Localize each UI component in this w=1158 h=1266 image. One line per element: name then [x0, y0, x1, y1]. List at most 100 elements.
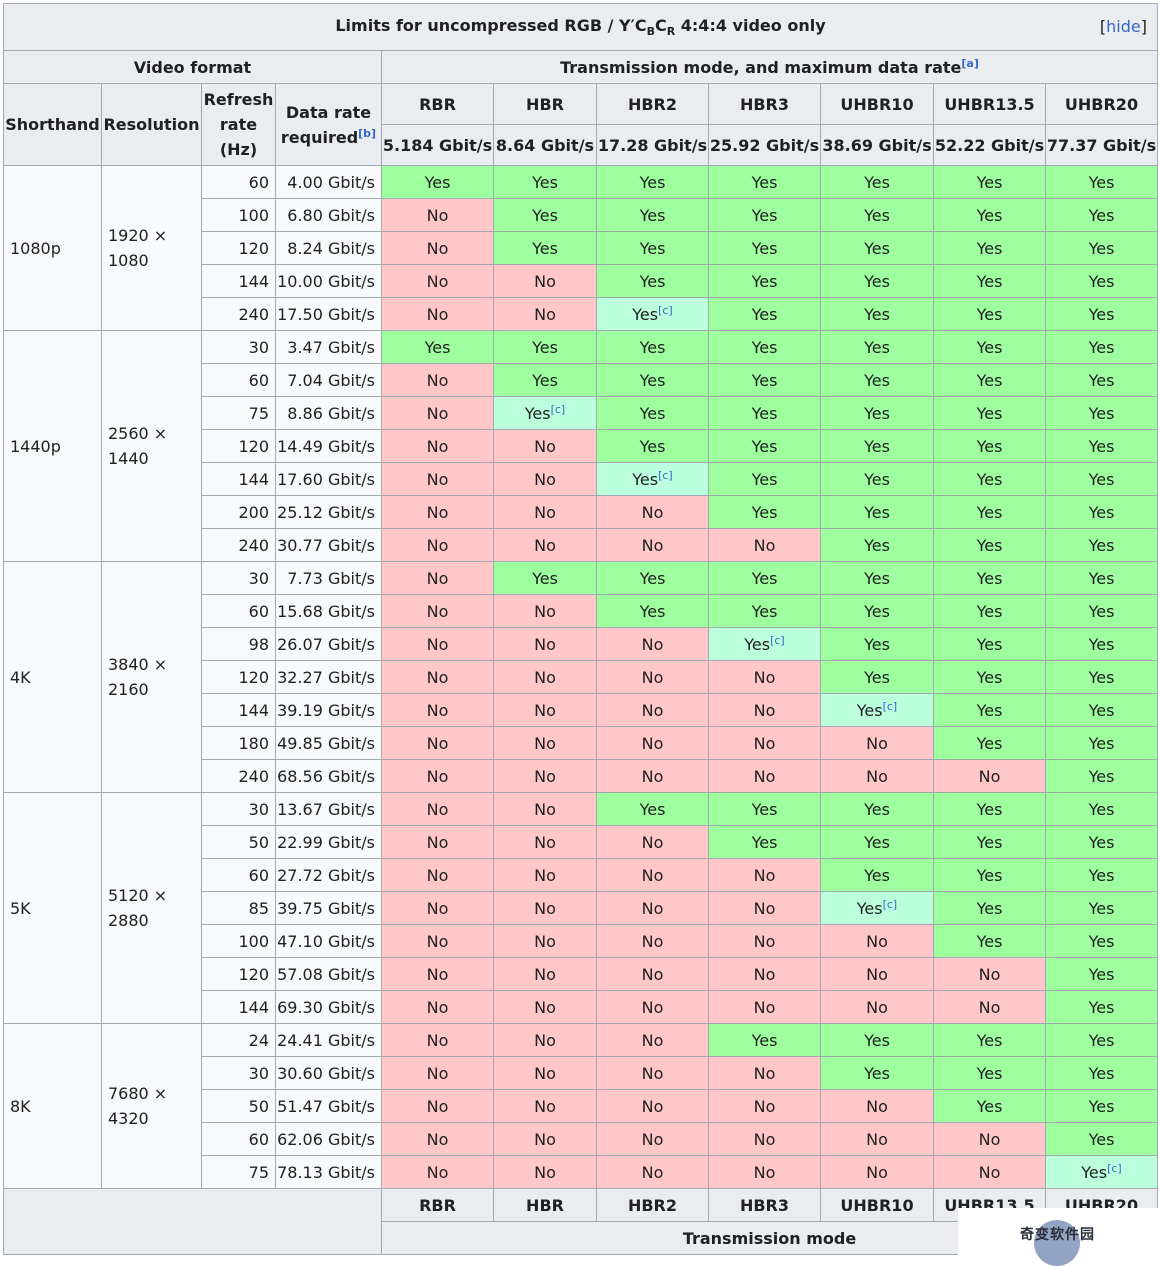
- support-cell-no: No: [381, 693, 494, 727]
- support-cell-yes: Yes: [596, 198, 709, 232]
- refresh-rate-cell: 144: [201, 990, 276, 1024]
- support-cell-yes: Yes: [596, 429, 709, 463]
- support-cell-no: No: [493, 495, 597, 529]
- data-rate-cell: 17.60 Gbit/s: [275, 462, 382, 496]
- support-cell-yes: Yes: [493, 330, 597, 364]
- support-cell-yes: Yes: [820, 1056, 934, 1090]
- footer-mode-name: HBR2: [596, 1188, 709, 1222]
- note-c-link[interactable]: [c]: [882, 699, 898, 713]
- support-cell-yes: Yes: [820, 561, 934, 595]
- resolution-header: Resolution: [101, 83, 202, 166]
- support-cell-no: No: [381, 726, 494, 760]
- resolution-cell: 5120 × 2880: [101, 792, 202, 1024]
- support-cell-no: No: [381, 1155, 494, 1189]
- table-row: 120 8.24 Gbit/s No Yes Yes Yes Yes Yes Yes: [4, 231, 1158, 265]
- data-rate-cell: 10.00 Gbit/s: [275, 264, 382, 298]
- support-cell-yes: Yes: [708, 363, 821, 397]
- support-cell-no: No: [596, 858, 709, 892]
- support-cell-yes-note: Yes[c]: [493, 396, 597, 430]
- support-cell-yes: Yes: [1045, 891, 1158, 925]
- support-cell-yes: Yes: [1045, 231, 1158, 265]
- support-cell-yes: Yes: [933, 528, 1046, 562]
- table-row: 75 8.86 Gbit/s No Yes[c] Yes Yes Yes Yes Yes: [4, 396, 1158, 430]
- note-c-link[interactable]: [c]: [658, 468, 673, 482]
- table-row: 98 26.07 Gbit/s No No No Yes[c] Yes Yes Yes: [4, 627, 1158, 661]
- data-rate-cell: 62.06 Gbit/s: [275, 1122, 382, 1156]
- support-cell-yes: Yes: [933, 891, 1046, 925]
- refresh-rate-cell: 100: [201, 924, 276, 958]
- support-cell-yes: Yes: [933, 165, 1046, 199]
- support-cell-yes: Yes: [933, 792, 1046, 826]
- support-cell-yes: Yes: [933, 297, 1046, 331]
- hide-link[interactable]: hide: [1106, 17, 1141, 36]
- support-cell-no: No: [493, 627, 597, 661]
- footer-mode-name: HBR: [493, 1188, 597, 1222]
- support-cell-yes: Yes: [708, 561, 821, 595]
- support-cell-yes: Yes: [1045, 627, 1158, 661]
- note-c-link[interactable]: [c]: [658, 303, 673, 317]
- data-rate-cell: 25.12 Gbit/s: [275, 495, 382, 529]
- note-a-link[interactable]: [a]: [961, 56, 979, 70]
- support-cell-yes: Yes: [1045, 528, 1158, 562]
- table-row: 240 68.56 Gbit/s No No No No No No Yes: [4, 759, 1158, 793]
- support-cell-yes: Yes: [493, 198, 597, 232]
- support-cell-no: No: [820, 726, 934, 760]
- support-cell-no: No: [708, 1056, 821, 1090]
- support-cell-yes: Yes: [820, 825, 934, 859]
- data-rate-cell: 39.75 Gbit/s: [275, 891, 382, 925]
- support-cell-yes: Yes: [1045, 363, 1158, 397]
- watermark-text: 奇变软件园: [1020, 1227, 1095, 1243]
- support-cell-yes: Yes: [820, 396, 934, 430]
- support-cell-no: No: [493, 759, 597, 793]
- support-cell-yes: Yes: [596, 561, 709, 595]
- support-cell-yes: Yes: [1045, 825, 1158, 859]
- note-c-link[interactable]: [c]: [882, 897, 898, 911]
- table-row: 1080p 1920 × 1080 60 4.00 Gbit/s Yes Yes Yes Ye…: [3, 165, 1158, 331]
- support-cell-no: No: [820, 1155, 934, 1189]
- refresh-rate-cell: 240: [201, 297, 276, 331]
- note-c-link[interactable]: [c]: [770, 633, 785, 647]
- support-cell-no: No: [381, 627, 494, 661]
- support-cell-yes: Yes: [933, 825, 1046, 859]
- support-cell-yes: Yes: [820, 297, 934, 331]
- support-cell-no: No: [381, 990, 494, 1024]
- support-cell-no: No: [493, 264, 597, 298]
- refresh-rate-cell: 60: [201, 858, 276, 892]
- refresh-rate-header: Refresh rate (Hz): [201, 83, 276, 166]
- refresh-rate-cell: 100: [201, 198, 276, 232]
- refresh-rate-cell: 144: [201, 693, 276, 727]
- refresh-rate-cell: 240: [201, 528, 276, 562]
- support-cell-no: No: [381, 858, 494, 892]
- hide-toggle[interactable]: [hide]: [1099, 17, 1147, 36]
- data-rate-cell: 30.60 Gbit/s: [275, 1056, 382, 1090]
- support-cell-no: No: [381, 792, 494, 826]
- support-cell-yes: Yes: [820, 528, 934, 562]
- note-c-link[interactable]: [c]: [550, 402, 566, 416]
- support-cell-yes: Yes: [933, 264, 1046, 298]
- support-cell-yes: Yes: [1045, 495, 1158, 529]
- caption-text: Limits for uncompressed RGB / Y′CBCR 4:4…: [335, 15, 826, 39]
- support-label: Yes: [632, 469, 659, 489]
- support-cell-no: No: [596, 891, 709, 925]
- note-b-link[interactable]: [b]: [358, 126, 377, 140]
- refresh-rate-cell: 60: [201, 165, 276, 199]
- data-rate-cell: 32.27 Gbit/s: [275, 660, 382, 694]
- support-cell-no: No: [708, 957, 821, 991]
- support-cell-no: No: [493, 924, 597, 958]
- support-cell-no: No: [596, 1023, 709, 1057]
- support-cell-no: No: [381, 495, 494, 529]
- shorthand-header: Shorthand: [3, 83, 102, 166]
- mode-name: UHBR10: [820, 83, 934, 125]
- refresh-rate-cell: 75: [201, 396, 276, 430]
- table-row: 60 62.06 Gbit/s No No No No No No Yes: [4, 1122, 1158, 1156]
- mode-rate: 77.37 Gbit/s: [1045, 124, 1158, 166]
- support-cell-no: No: [596, 924, 709, 958]
- support-cell-yes: Yes: [708, 231, 821, 265]
- support-cell-yes: Yes: [933, 627, 1046, 661]
- support-cell-yes: Yes: [933, 198, 1046, 232]
- note-c-link[interactable]: [c]: [1107, 1161, 1122, 1175]
- support-cell-no: No: [381, 198, 494, 232]
- resolution-cell: 1920 × 1080: [101, 165, 202, 331]
- footer-mode-name: RBR: [381, 1188, 494, 1222]
- data-rate-cell: 49.85 Gbit/s: [275, 726, 382, 760]
